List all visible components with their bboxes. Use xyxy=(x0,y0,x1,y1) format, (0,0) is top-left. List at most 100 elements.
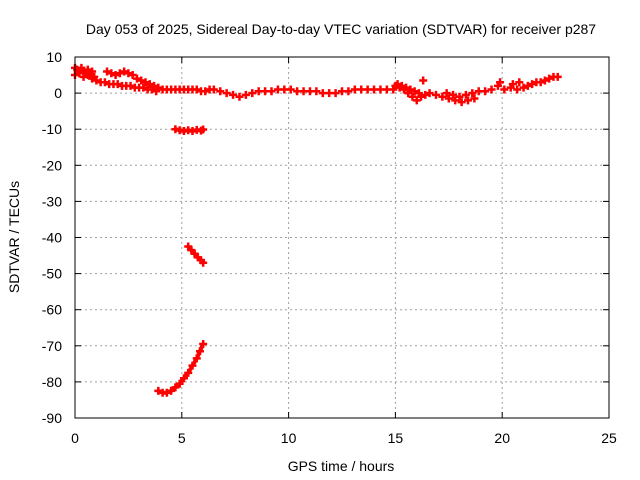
data-point xyxy=(192,85,201,94)
data-point xyxy=(312,87,321,96)
data-point xyxy=(431,90,440,99)
data-point xyxy=(408,92,417,101)
x-tick-label: 25 xyxy=(601,430,617,446)
data-point xyxy=(464,96,473,105)
data-point xyxy=(150,81,159,90)
data-point xyxy=(201,87,210,96)
data-point xyxy=(455,92,464,101)
x-tick-label: 15 xyxy=(388,430,404,446)
x-tick-label: 20 xyxy=(494,430,510,446)
y-tick-label: -90 xyxy=(42,410,62,426)
data-point xyxy=(402,83,411,92)
data-point xyxy=(397,81,406,90)
data-point xyxy=(553,72,562,81)
data-point xyxy=(235,92,244,101)
y-tick-label: -60 xyxy=(42,302,62,318)
y-tick-label: -30 xyxy=(42,193,62,209)
y-tick-label: -50 xyxy=(42,266,62,282)
data-point xyxy=(75,69,84,78)
data-point xyxy=(425,89,434,98)
y-tick-label: 10 xyxy=(46,49,62,65)
data-point xyxy=(145,80,154,89)
y-tick-label: -40 xyxy=(42,230,62,246)
data-point xyxy=(461,90,470,99)
data-point xyxy=(209,85,218,94)
data-point xyxy=(481,87,490,96)
series-segment-minus-45 xyxy=(184,242,208,267)
x-tick-label: 10 xyxy=(281,430,297,446)
data-point xyxy=(515,78,524,87)
data-point xyxy=(132,74,141,83)
data-point xyxy=(222,89,231,98)
data-point xyxy=(267,87,276,96)
series-segment-minus-80 xyxy=(154,339,208,397)
data-point xyxy=(79,72,88,81)
data-point xyxy=(344,87,353,96)
data-point xyxy=(451,96,460,105)
data-point xyxy=(470,94,479,103)
data-point xyxy=(419,76,428,85)
data-point xyxy=(141,78,150,87)
data-point xyxy=(442,89,451,98)
data-point xyxy=(113,80,122,89)
series-band xyxy=(173,127,206,134)
data-point xyxy=(216,87,225,96)
data-point xyxy=(406,85,415,94)
data-point xyxy=(449,90,458,99)
data-point xyxy=(111,71,120,80)
y-tick-label: 0 xyxy=(54,85,62,101)
chart-title: Day 053 of 2025, Sidereal Day-to-day VTE… xyxy=(86,21,596,37)
data-point xyxy=(137,76,146,85)
data-point xyxy=(523,81,532,90)
x-tick-label: 0 xyxy=(71,430,79,446)
data-point xyxy=(100,78,109,87)
x-axis: 0 5 10 15 20 25 xyxy=(71,57,617,446)
data-point xyxy=(103,67,112,76)
data-point xyxy=(139,83,148,92)
data-point xyxy=(248,89,257,98)
series-band xyxy=(156,341,206,395)
data-point xyxy=(83,71,92,80)
data-point xyxy=(88,67,97,76)
data-point xyxy=(88,74,97,83)
data-point xyxy=(120,67,129,76)
y-tick-label: -20 xyxy=(42,157,62,173)
data-point xyxy=(412,96,421,105)
y-axis: 10 0 -10 -20 -30 -40 -50 -60 -70 -80 -90 xyxy=(42,49,609,426)
grid xyxy=(75,57,609,418)
data-point xyxy=(536,78,545,87)
series-segment-minus-10 xyxy=(171,125,208,136)
data-point xyxy=(421,90,430,99)
x-tick-label: 5 xyxy=(178,430,186,446)
data-point xyxy=(513,85,522,94)
data-point xyxy=(241,90,250,99)
data-point xyxy=(286,85,295,94)
data-point xyxy=(126,81,135,90)
series-main-trace xyxy=(71,63,562,107)
data-points xyxy=(71,63,562,397)
data-point xyxy=(545,74,554,83)
data-point xyxy=(115,69,124,78)
x-axis-title: GPS time / hours xyxy=(288,458,395,474)
data-point xyxy=(438,92,447,101)
data-point xyxy=(92,76,101,85)
data-point xyxy=(496,78,505,87)
y-tick-label: -10 xyxy=(42,121,62,137)
data-point xyxy=(528,80,537,89)
y-tick-label: -80 xyxy=(42,374,62,390)
y-tick-label: -70 xyxy=(42,338,62,354)
data-point xyxy=(229,90,238,99)
y-axis-title: SDTVAR / TECUs xyxy=(6,181,22,293)
data-point xyxy=(508,80,517,89)
data-point xyxy=(107,69,116,78)
data-point xyxy=(540,76,549,85)
data-point xyxy=(519,83,528,92)
data-point xyxy=(457,98,466,107)
data-point xyxy=(331,89,340,98)
data-point xyxy=(414,89,423,98)
data-point xyxy=(154,83,163,92)
data-point xyxy=(444,94,453,103)
data-point xyxy=(487,85,496,94)
data-point xyxy=(393,80,402,89)
